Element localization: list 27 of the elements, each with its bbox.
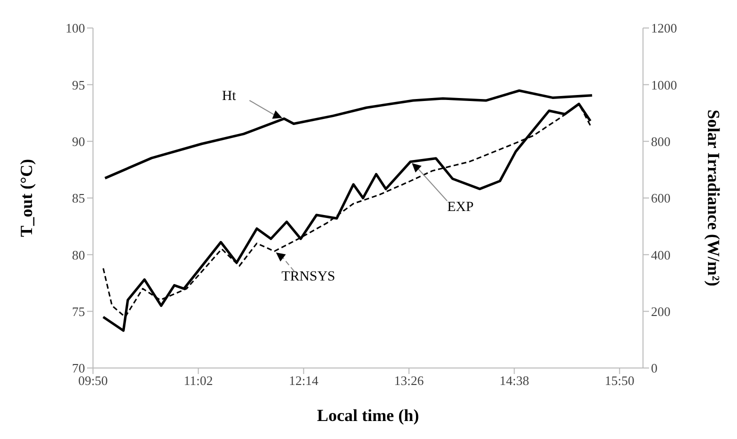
y-tick-label: 75 xyxy=(72,304,85,319)
y-tick-label: 90 xyxy=(72,134,85,149)
line-series xyxy=(104,89,594,180)
x-axis-title: Local time (h) xyxy=(317,406,419,425)
y2-axis-title: Solar Irradiance (W/m²) xyxy=(704,110,723,286)
y2-tick-label: 600 xyxy=(651,190,670,206)
y2-tick-label: 200 xyxy=(651,304,670,319)
legend-label: TRNSYS xyxy=(282,269,336,284)
y2-tick-label: 400 xyxy=(651,247,670,262)
series-label: EXP xyxy=(447,200,474,215)
text: Ht xyxy=(222,88,236,104)
y2-tick-label: 1000 xyxy=(651,77,677,92)
y-tick-label: 70 xyxy=(72,360,85,376)
y-tick-label: 95 xyxy=(72,77,85,92)
y-tick-label: 85 xyxy=(72,190,85,206)
x-tick-label: 11:02 xyxy=(184,373,213,388)
y-tick-label: 100 xyxy=(66,20,85,36)
y2-tick-label: 800 xyxy=(651,134,670,149)
x-tick-label: 09:50 xyxy=(78,373,108,388)
y-tick-label: 80 xyxy=(72,247,85,262)
y2-tick-label: 1200 xyxy=(651,20,677,36)
y2-tick-label: 0 xyxy=(651,360,658,376)
x-tick-label: 13:26 xyxy=(394,373,424,388)
x-tick-label: 15:50 xyxy=(604,373,634,388)
x-tick-label: 14:38 xyxy=(499,373,530,388)
x-tick-label: 12:14 xyxy=(288,373,319,388)
y-axis-title: T_out (°C) xyxy=(17,158,36,238)
